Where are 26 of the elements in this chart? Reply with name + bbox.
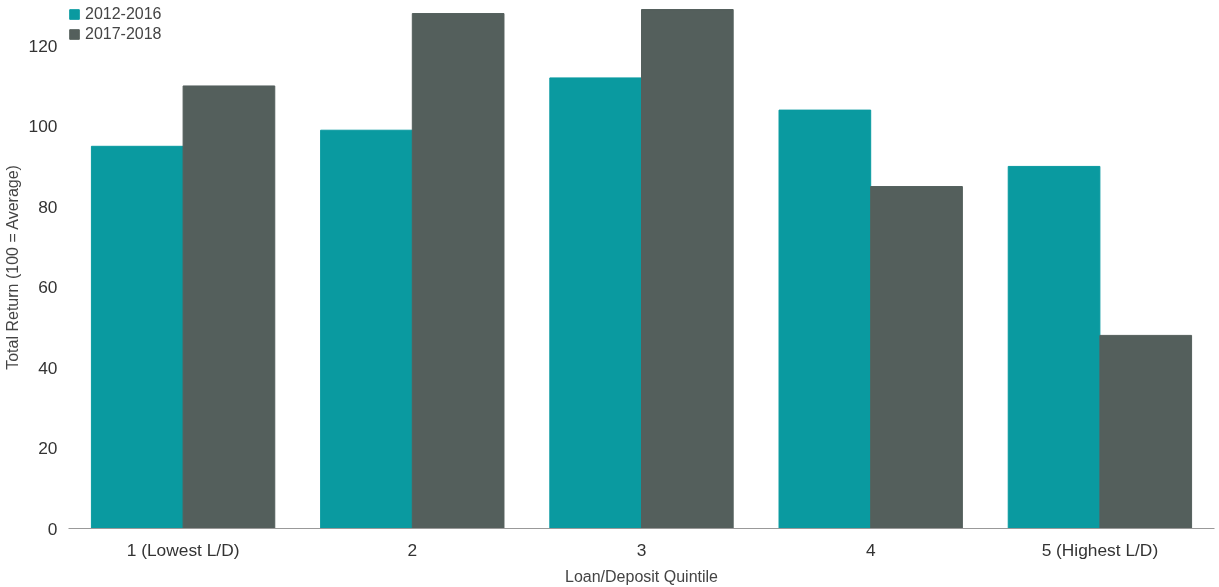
bar [778, 109, 872, 529]
bar [320, 129, 413, 529]
x-tick-label: 5 (Highest L/D) [1041, 539, 1159, 560]
bar [549, 77, 642, 529]
bar [870, 186, 963, 529]
x-tick-label: 4 [865, 539, 876, 560]
x-tick-label: 2 [407, 539, 418, 560]
bar [1007, 165, 1101, 529]
bar [641, 9, 734, 529]
y-tick-label: 120 [28, 35, 58, 56]
y-tick-label: 0 [47, 518, 58, 539]
bar [90, 145, 184, 529]
x-tick-label: 1 (Lowest L/D) [126, 539, 240, 560]
y-tick-label: 100 [28, 116, 58, 137]
bar [411, 13, 505, 529]
y-tick-label: 40 [38, 357, 58, 378]
y-axis-title: Total Return (100 = Average) [3, 165, 21, 370]
legend-label: 2012-2016 [85, 5, 162, 23]
x-axis-title: Loan/Deposit Quintile [565, 567, 719, 585]
y-tick-label: 60 [38, 277, 58, 298]
bar [1099, 334, 1193, 529]
y-tick-label: 20 [38, 438, 58, 459]
legend-label: 2017-2018 [85, 25, 162, 43]
y-tick-label: 80 [38, 196, 58, 217]
bar [182, 85, 276, 529]
x-tick-label: 3 [636, 539, 647, 560]
